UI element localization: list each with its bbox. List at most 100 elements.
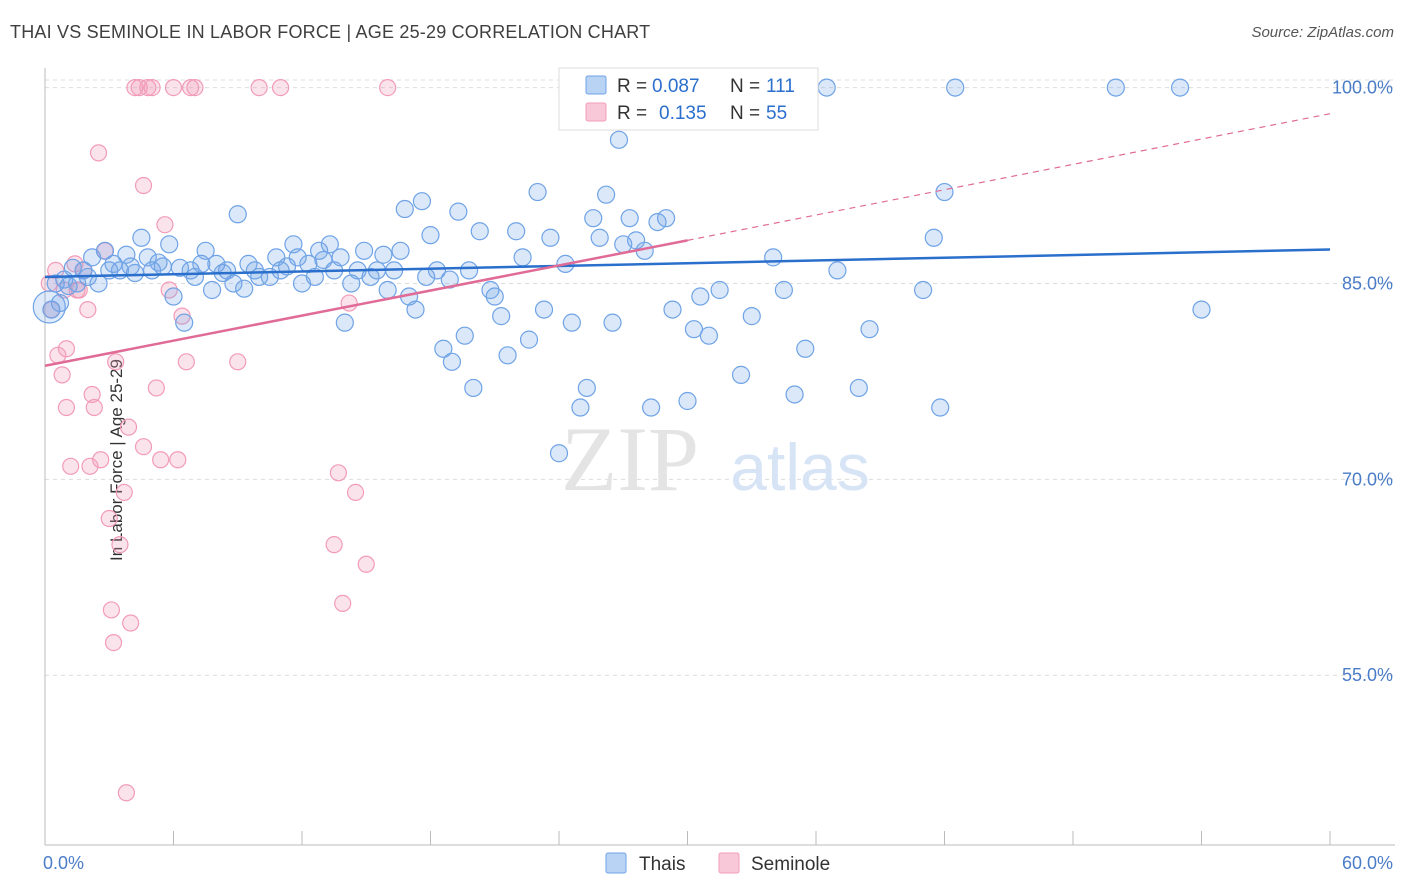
seminole-point-34 xyxy=(169,451,187,469)
seminole-point-12 xyxy=(85,398,103,417)
thais-point-70 xyxy=(421,226,440,245)
seminole-point-33 xyxy=(164,78,183,97)
watermark-zip: ZIP xyxy=(561,408,699,510)
seminole-point-18 xyxy=(104,633,123,652)
thais-point-120 xyxy=(796,339,815,358)
legend-bottom-swatch-thais xyxy=(605,852,627,874)
source-label: Source: ZipAtlas.com xyxy=(1251,24,1394,41)
seminole-points xyxy=(40,78,397,802)
legend-r-label: R = xyxy=(617,103,647,124)
thais-point-31 xyxy=(202,280,222,300)
seminole-point-52 xyxy=(68,281,86,299)
legend-n-label: N = xyxy=(730,76,760,97)
thais-point-22 xyxy=(153,257,172,276)
thais-point-128 xyxy=(1170,78,1190,97)
seminole-point-50 xyxy=(57,340,76,358)
seminole-point-49 xyxy=(117,784,135,802)
thais-point-86 xyxy=(519,330,539,349)
seminole-point-40 xyxy=(250,78,268,97)
thais-point-113 xyxy=(710,280,729,300)
watermark-atlas: atlas xyxy=(730,430,869,504)
seminole-point-48 xyxy=(379,78,397,97)
gridlines xyxy=(45,79,1395,676)
thais-point-105 xyxy=(648,212,667,232)
seminole-point-5 xyxy=(57,398,76,417)
thais-point-129 xyxy=(1192,300,1211,319)
thais-point-83 xyxy=(498,346,517,365)
legend-top: R = 0.087 N = 111 R = 0.135 N = 55 xyxy=(558,67,819,131)
legend-bottom-thais: Thais xyxy=(639,854,685,875)
thais-point-132 xyxy=(817,78,836,97)
seminole-point-24 xyxy=(126,78,144,97)
seminole-point-23 xyxy=(122,614,140,632)
x-tick-label-1: 60.0% xyxy=(1342,853,1393,873)
seminole-point-22 xyxy=(119,418,138,436)
seminole-point-41 xyxy=(271,78,290,97)
seminole-point-6 xyxy=(62,457,80,475)
thais-point-117 xyxy=(764,248,783,267)
thais-point-116 xyxy=(742,307,761,326)
seminole-point-17 xyxy=(102,601,120,619)
thais-point-88 xyxy=(534,300,554,319)
y-tick-label-0: 100.0% xyxy=(1332,78,1393,98)
thais-point-98 xyxy=(603,313,622,332)
thais-point-52 xyxy=(320,235,339,254)
thais-point-97 xyxy=(597,185,616,204)
thais-point-127 xyxy=(1106,78,1125,97)
seminole-point-16 xyxy=(100,509,118,528)
thais-point-35 xyxy=(224,274,243,293)
thais-point-75 xyxy=(449,202,468,221)
x-tick-label-0: 0.0% xyxy=(43,853,84,873)
thais-point-78 xyxy=(464,378,483,398)
legend-n-value: 55 xyxy=(766,103,787,124)
thais-point-82 xyxy=(492,307,511,326)
seminole-point-21 xyxy=(115,483,133,502)
thais-point-101 xyxy=(620,209,639,228)
watermark: ZIP atlas xyxy=(561,408,870,510)
legend-r-value: 0.087 xyxy=(652,76,700,97)
thais-point-36 xyxy=(228,205,247,224)
thais-point-59 xyxy=(361,267,380,287)
thais-point-90 xyxy=(549,444,569,463)
thais-point-118 xyxy=(774,280,793,300)
thais-point-68 xyxy=(412,192,432,211)
seminole-point-47 xyxy=(357,555,375,573)
thais-point-61 xyxy=(374,245,393,264)
thais-point-87 xyxy=(528,182,547,202)
seminole-point-4 xyxy=(53,366,71,384)
seminole-point-31 xyxy=(156,216,174,234)
thais-point-89 xyxy=(541,228,560,247)
thais-point-74 xyxy=(442,352,462,371)
thais-point-123 xyxy=(860,320,879,339)
thais-point-46 xyxy=(288,248,307,267)
thais-point-85 xyxy=(513,248,532,267)
thais-point-cluster xyxy=(32,290,66,324)
thais-point-76 xyxy=(455,326,474,345)
legend-swatch-seminole xyxy=(585,102,607,122)
thais-point-72 xyxy=(434,339,453,358)
seminole-point-27 xyxy=(139,78,157,97)
thais-point-93 xyxy=(571,398,590,417)
y-tick-labels: 100.0% 85.0% 70.0% 55.0% xyxy=(1332,78,1393,686)
thais-point-30 xyxy=(196,241,215,260)
legend-n-label: N = xyxy=(730,103,760,124)
thais-point-37 xyxy=(235,279,254,298)
thais-points xyxy=(32,78,1211,463)
seminole-point-38 xyxy=(186,78,204,97)
seminole-point-46 xyxy=(346,483,365,502)
seminole-point-20 xyxy=(111,536,129,554)
thais-point-130 xyxy=(946,78,965,97)
thais-point-81 xyxy=(485,287,504,306)
thais-point-95 xyxy=(584,209,603,228)
seminole-trend-line xyxy=(44,239,688,367)
thais-point-77 xyxy=(459,261,479,280)
thais-point-124 xyxy=(913,280,933,300)
thais-point-131 xyxy=(931,398,950,417)
seminole-point-54 xyxy=(134,438,153,456)
thais-point-58 xyxy=(355,241,374,260)
thais-point-84 xyxy=(507,222,526,241)
thais-point-79 xyxy=(470,222,489,241)
seminole-point-26 xyxy=(134,176,153,195)
legend-bottom-seminole: Seminole xyxy=(751,854,830,875)
thais-point-55 xyxy=(335,313,354,332)
